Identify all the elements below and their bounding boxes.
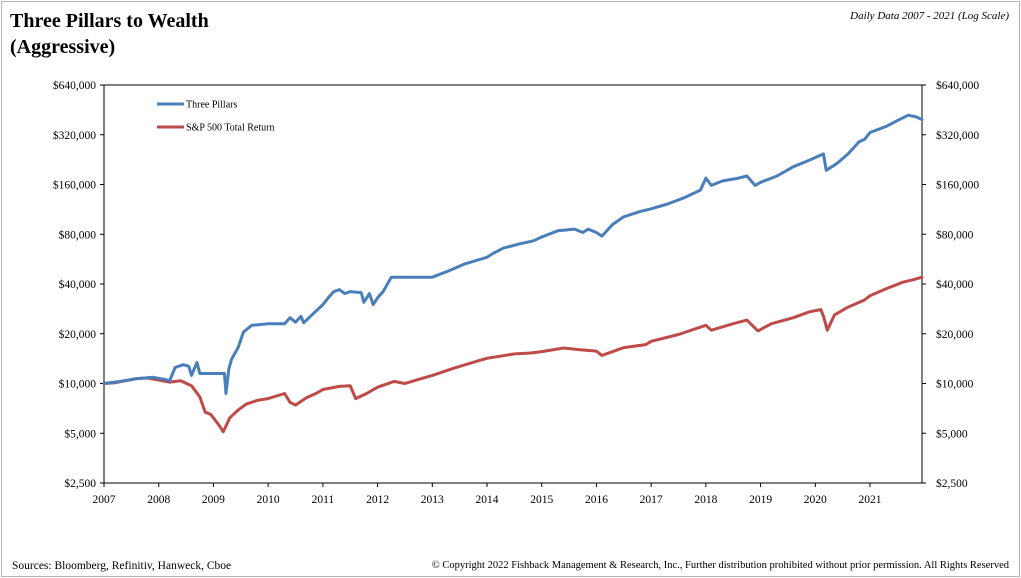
legend-label: S&P 500 Total Return [186, 123, 274, 134]
x-tick-label: 2012 [366, 494, 389, 506]
y-tick-label-left: $320,000 [53, 129, 96, 142]
y-tick-label-right: $320,000 [936, 129, 979, 142]
y-tick-label-right: $80,000 [936, 228, 974, 241]
x-tick-label: 2017 [640, 494, 663, 506]
y-tick-label-left: $2,500 [64, 477, 96, 490]
y-tick-label-left: $5,000 [64, 427, 96, 440]
sources-note: Sources: Bloomberg, Refinitiv, Hanweck, … [12, 560, 232, 572]
y-tick-label-left: $40,000 [59, 278, 97, 291]
chart-title: Three Pillars to Wealth (Aggressive) [10, 8, 209, 60]
legend-label: Three Pillars [186, 100, 237, 111]
y-tick-label-left: $20,000 [59, 328, 97, 341]
chart-subtitle: Daily Data 2007 - 2021 (Log Scale) [850, 10, 1009, 22]
x-tick-label: 2010 [257, 494, 280, 506]
x-tick-label: 2019 [749, 494, 772, 506]
chart-title-line1: Three Pillars to Wealth [10, 10, 209, 32]
chart-title-line2: (Aggressive) [10, 36, 116, 58]
y-tick-label-right: $10,000 [936, 378, 974, 391]
x-tick-label: 2011 [312, 494, 335, 506]
x-tick-label: 2009 [202, 494, 225, 506]
y-tick-label-left: $10,000 [59, 378, 97, 391]
series-line-sp500-total-return [102, 275, 924, 434]
y-tick-label-right: $2,500 [936, 477, 968, 490]
x-tick-label: 2016 [585, 494, 608, 506]
x-tick-label: 2013 [421, 494, 444, 506]
y-tick-label-left: $160,000 [53, 179, 96, 192]
x-tick-label: 2018 [694, 494, 717, 506]
x-tick-label: 2008 [147, 494, 170, 506]
y-tick-label-right: $40,000 [936, 278, 974, 291]
y-tick-label-left: $640,000 [53, 79, 96, 92]
x-tick-label: 2015 [530, 494, 553, 506]
x-tick-label: 2014 [476, 494, 499, 506]
x-tick-label: 2007 [93, 494, 116, 506]
series-line-three-pillars [102, 113, 924, 395]
y-tick-label-right: $640,000 [936, 79, 979, 92]
copyright-note: © Copyright 2022 Fishback Management & R… [431, 560, 1009, 571]
y-tick-label-right: $5,000 [936, 427, 968, 440]
y-tick-label-left: $80,000 [59, 228, 97, 241]
y-tick-label-right: $160,000 [936, 179, 979, 192]
x-tick-label: 2021 [859, 494, 882, 506]
y-tick-label-right: $20,000 [936, 328, 974, 341]
x-tick-label: 2020 [804, 494, 827, 506]
